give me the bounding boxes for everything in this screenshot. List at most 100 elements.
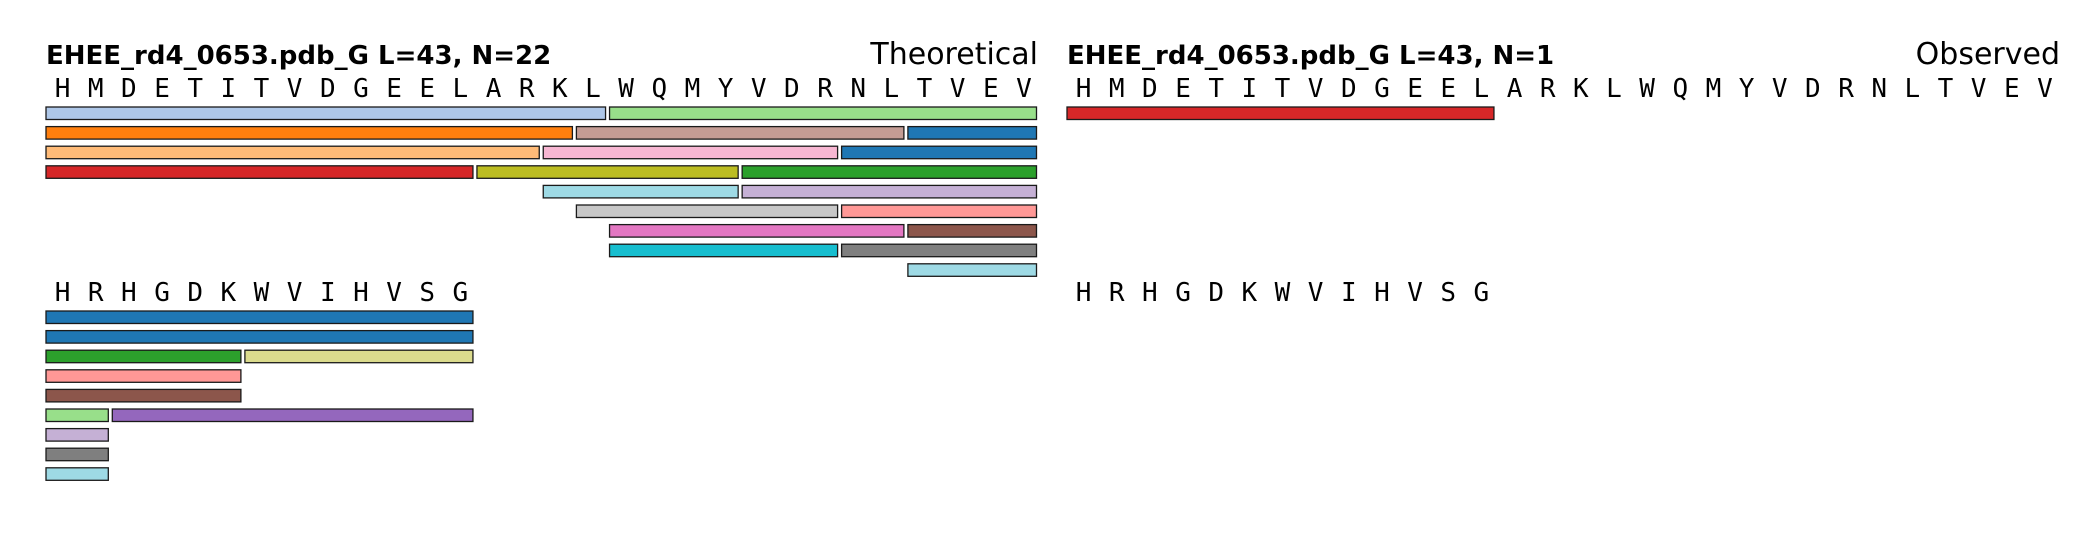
peptide-bar: [907, 223, 1038, 238]
residue-label: H: [121, 278, 137, 308]
residue-label: H: [55, 278, 71, 308]
peptide-bar: [45, 310, 474, 325]
residue-label: I: [1341, 278, 1357, 308]
residue-label: R: [1540, 74, 1556, 104]
residue-label: Q: [1672, 74, 1688, 104]
residue-label: S: [1440, 278, 1456, 308]
peptide-bar: [476, 165, 739, 179]
residue-label: M: [685, 74, 701, 104]
residue-label: M: [1706, 74, 1722, 104]
residue-label: G: [1374, 74, 1390, 104]
residue-label: R: [88, 278, 104, 308]
residue-label: D: [121, 74, 137, 104]
residue-label: H: [55, 74, 71, 104]
theoretical-panel: EHEE_rd4_0653.pdb_G L=43, N=22 Theoretica…: [45, 37, 1038, 481]
residue-label: I: [1242, 74, 1258, 104]
residue-label: A: [486, 74, 502, 104]
peptide-bar: [608, 243, 839, 258]
residue-label: W: [254, 278, 270, 308]
residue-label: E: [1175, 74, 1191, 104]
residue-label: V: [1407, 278, 1423, 308]
peptide-bar: [45, 369, 242, 383]
residue-label: Y: [718, 74, 734, 104]
residue-label: V: [287, 278, 303, 308]
residue-label: D: [1208, 278, 1224, 308]
residue-label: D: [784, 74, 800, 104]
peptide-bar: [45, 467, 109, 481]
peptide-bar: [45, 427, 109, 442]
residue-label: K: [552, 74, 568, 104]
peptide-bar: [45, 145, 540, 160]
residue-label: D: [187, 278, 203, 308]
residue-label: T: [254, 74, 270, 104]
residue-label: V: [1308, 278, 1324, 308]
residue-label: D: [1805, 74, 1821, 104]
residue-label: I: [320, 278, 336, 308]
residue-label: V: [2037, 74, 2053, 104]
residue-label: G: [1474, 278, 1490, 308]
residue-label: R: [519, 74, 535, 104]
residue-label: W: [618, 74, 634, 104]
peptide-bar: [45, 125, 574, 140]
panel-title: EHEE_rd4_0653.pdb_G L=43, N=22: [46, 41, 551, 71]
residue-label: E: [983, 74, 999, 104]
peptide-bar: [45, 447, 109, 462]
residue-label: L: [453, 74, 469, 104]
peptide-bar: [244, 349, 474, 364]
residue-label: V: [287, 74, 303, 104]
peptide-bar: [45, 408, 109, 423]
residue-label: H: [1076, 74, 1092, 104]
residue-label: Y: [1739, 74, 1755, 104]
residue-label: M: [1109, 74, 1125, 104]
residue-label: H: [1142, 278, 1158, 308]
residue-label: L: [585, 74, 601, 104]
residue-label: S: [419, 278, 435, 308]
residue-label: V: [386, 278, 402, 308]
residue-label: K: [1573, 74, 1589, 104]
peptide-bar: [45, 349, 242, 364]
residue-label: A: [1507, 74, 1523, 104]
peptide-bar: [840, 145, 1038, 160]
peptide-bar: [741, 184, 1038, 199]
residue-label: D: [1142, 74, 1158, 104]
residue-label: T: [1275, 74, 1291, 104]
residue-label: D: [320, 74, 336, 104]
residue-label: V: [1772, 74, 1788, 104]
peptide-bar: [542, 145, 839, 160]
peptide-bar: [1066, 106, 1495, 121]
residue-label: T: [917, 74, 933, 104]
residue-label: V: [1016, 74, 1032, 104]
residue-label: H: [1374, 278, 1390, 308]
residue-label: L: [1904, 74, 1920, 104]
residue-label: V: [751, 74, 767, 104]
panel-label: Observed: [1916, 37, 2060, 72]
residue-label: H: [353, 278, 369, 308]
residue-label: M: [88, 74, 104, 104]
panel-title: EHEE_rd4_0653.pdb_G L=43, N=1: [1067, 41, 1554, 71]
peptide-bar: [741, 165, 1038, 179]
residue-label: G: [453, 278, 469, 308]
residue-label: W: [1275, 278, 1291, 308]
residue-label: H: [1076, 278, 1092, 308]
peptide-bar: [907, 263, 1038, 277]
residue-label: K: [220, 278, 236, 308]
peptide-bar: [111, 408, 474, 423]
peptide-bar: [840, 243, 1038, 258]
residue-label: N: [1871, 74, 1887, 104]
residue-label: E: [2004, 74, 2020, 104]
residue-label: L: [1474, 74, 1490, 104]
residue-label: V: [950, 74, 966, 104]
residue-label: W: [1639, 74, 1655, 104]
residue-label: E: [154, 74, 170, 104]
residue-label: Q: [651, 74, 667, 104]
residue-label: T: [187, 74, 203, 104]
peptide-bar: [608, 106, 1038, 121]
residue-label: R: [817, 74, 833, 104]
residue-label: L: [883, 74, 899, 104]
residue-label: R: [1109, 278, 1125, 308]
residue-label: I: [220, 74, 236, 104]
peptide-bar: [907, 125, 1038, 140]
